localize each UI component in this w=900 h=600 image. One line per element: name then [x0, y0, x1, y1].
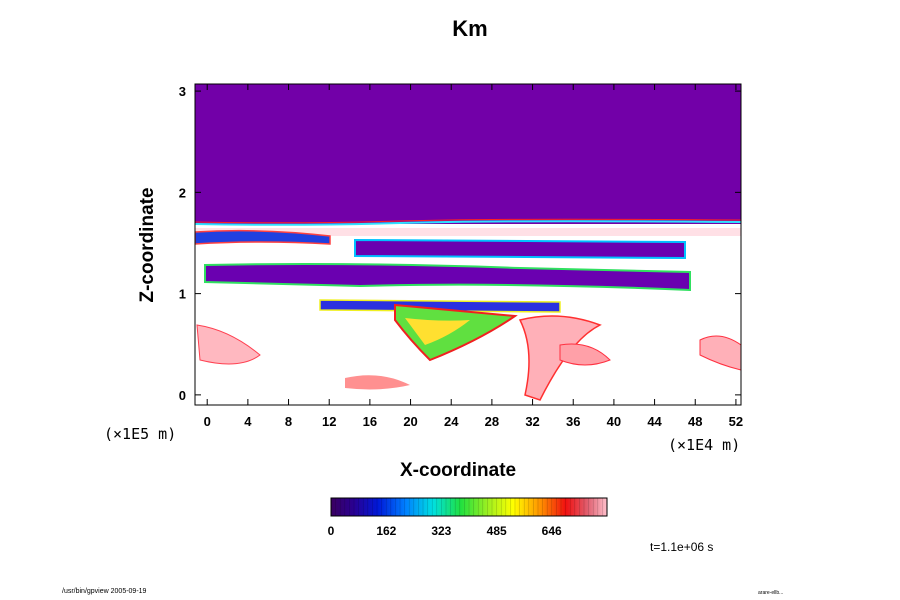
x-tick-label: 4 — [244, 414, 252, 429]
y-tick-label: 0 — [179, 388, 186, 403]
plume-west — [196, 324, 261, 365]
colorbar-tick-label: 0 — [328, 524, 335, 538]
shear-band-1 — [195, 228, 741, 236]
low-layer-1-west — [195, 229, 331, 245]
colorbar-tick-label: 485 — [487, 524, 507, 538]
y-axis-label: Z-coordinate — [137, 187, 158, 303]
colorbar-ticks: 0 162 323 485 646 — [328, 498, 603, 538]
plot-frame — [194, 83, 742, 406]
x-tick-label: 8 — [285, 414, 292, 429]
colorbar-gradient — [331, 498, 607, 516]
colorbar-frame — [330, 497, 608, 517]
footer-left-text: /usr/bin/gpview 2005-09-19 — [62, 588, 147, 595]
x-tick-label: 52 — [729, 414, 743, 429]
x-scale-label: (×1E4 m) — [668, 436, 741, 454]
plume-core — [405, 318, 470, 345]
y-scale-label: (×1E5 m) — [104, 425, 177, 443]
boundary-contour-outer — [195, 218, 741, 224]
low-layer-2 — [204, 263, 691, 292]
x-tick-label: 16 — [363, 414, 377, 429]
x-tick-label: 36 — [566, 414, 580, 429]
heatmap-field — [195, 84, 741, 405]
boundary-contour — [195, 220, 741, 226]
plume-center — [394, 303, 518, 362]
footer-right-text: arare-ellb... — [758, 590, 784, 596]
x-axis: 0 4 8 12 16 20 24 28 32 36 40 44 48 52 — [204, 84, 743, 429]
x-tick-label: 12 — [322, 414, 336, 429]
plume-far-east — [699, 335, 741, 371]
y-tick-label: 2 — [179, 185, 186, 200]
plume-east-2 — [559, 343, 611, 366]
near-surface-patch — [345, 375, 410, 390]
low-layer-1 — [354, 238, 686, 260]
x-tick-label: 32 — [525, 414, 539, 429]
y-axis: 0 1 2 3 — [179, 84, 741, 403]
y-tick-label: 1 — [179, 287, 186, 302]
x-tick-label: 40 — [607, 414, 621, 429]
x-tick-label: 44 — [647, 414, 662, 429]
colorbar-tick-label: 323 — [431, 524, 451, 538]
chart-title: Km — [452, 16, 488, 41]
x-tick-label: 24 — [444, 414, 459, 429]
y-tick-label: 3 — [179, 84, 186, 99]
colorbar-tick-label: 646 — [542, 524, 562, 538]
colorbar-tick-label: 162 — [376, 524, 396, 538]
x-tick-label: 20 — [403, 414, 417, 429]
x-tick-label: 48 — [688, 414, 702, 429]
x-tick-label: 28 — [485, 414, 499, 429]
x-tick-label: 0 — [204, 414, 211, 429]
low-layer-3 — [319, 299, 561, 313]
time-label: t=1.1e+06 s — [650, 540, 714, 554]
upper-uniform-region — [195, 84, 741, 224]
x-axis-label: X-coordinate — [400, 460, 517, 481]
